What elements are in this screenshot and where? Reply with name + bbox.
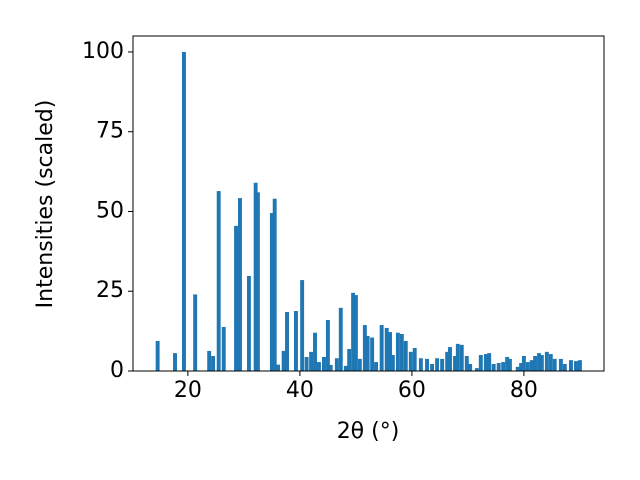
- y-tick-label: 75: [96, 119, 124, 144]
- bar: [193, 294, 198, 371]
- y-tick-label: 50: [96, 198, 124, 223]
- x-tick-label: 60: [398, 378, 426, 403]
- bar: [455, 343, 460, 371]
- bar: [558, 358, 563, 371]
- bar: [388, 332, 393, 371]
- bar: [390, 355, 395, 371]
- bar: [234, 225, 239, 371]
- bar: [399, 333, 404, 371]
- bar: [300, 280, 305, 371]
- bar: [351, 292, 356, 371]
- bar: [316, 362, 321, 371]
- bar: [246, 275, 251, 371]
- bar: [347, 348, 352, 371]
- bar: [487, 353, 492, 371]
- bar: [304, 356, 309, 371]
- bar: [272, 198, 277, 371]
- bar: [478, 355, 483, 371]
- bar: [238, 198, 242, 371]
- bar: [568, 360, 573, 371]
- bar: [338, 307, 343, 371]
- bar: [525, 362, 530, 371]
- x-axis-label: 2θ (°): [337, 419, 400, 444]
- bar: [294, 311, 298, 371]
- bar: [408, 351, 413, 371]
- bar: [501, 362, 506, 371]
- bar: [515, 366, 520, 371]
- bar: [483, 354, 488, 371]
- bar: [562, 363, 567, 371]
- bar: [548, 354, 553, 371]
- bar: [529, 360, 534, 371]
- bar: [440, 358, 445, 371]
- bar: [521, 356, 526, 371]
- bar: [464, 356, 469, 371]
- bar: [384, 327, 389, 371]
- bar: [474, 368, 479, 371]
- bar: [285, 311, 289, 371]
- bar: [574, 361, 578, 371]
- x-tick-label: 80: [510, 378, 538, 403]
- bar: [448, 347, 452, 371]
- bar: [328, 364, 333, 371]
- bar: [468, 363, 473, 371]
- bar: [221, 326, 226, 371]
- bar: [370, 337, 375, 371]
- bar: [544, 351, 549, 371]
- bar: [507, 358, 512, 371]
- bar: [207, 350, 212, 371]
- bar: [537, 353, 541, 371]
- bar: [343, 365, 348, 371]
- bar: [379, 325, 384, 371]
- bar: [445, 351, 450, 371]
- bar: [362, 325, 367, 371]
- bar: [281, 350, 286, 371]
- bar: [253, 182, 258, 371]
- bar: [395, 332, 400, 371]
- y-tick-label: 25: [96, 278, 124, 303]
- bar: [533, 356, 538, 371]
- bar: [211, 356, 216, 371]
- x-tick-label: 20: [174, 378, 202, 403]
- bar: [519, 363, 524, 371]
- bar: [577, 360, 582, 371]
- bar: [269, 213, 274, 371]
- bar: [276, 364, 281, 371]
- bar: [155, 341, 160, 371]
- y-axis-label: Intensities (scaled): [33, 100, 58, 309]
- bar: [255, 192, 260, 371]
- bar: [496, 363, 501, 371]
- bar: [322, 356, 326, 371]
- bar: [309, 351, 314, 371]
- bar: [216, 191, 221, 371]
- bar: [173, 353, 177, 371]
- bar: [552, 358, 557, 371]
- bar: [313, 332, 317, 371]
- bar: [435, 358, 440, 371]
- bar: [412, 348, 417, 371]
- bar: [353, 295, 358, 371]
- bar: [182, 51, 186, 371]
- bar: [418, 358, 423, 371]
- plot-frame: [132, 35, 605, 372]
- y-tick-label: 100: [82, 39, 124, 64]
- bar: [403, 341, 408, 371]
- bar: [453, 356, 457, 371]
- bar: [357, 358, 362, 371]
- bar: [459, 344, 464, 371]
- bar: [425, 358, 429, 371]
- bar: [334, 358, 339, 371]
- bar: [491, 363, 496, 371]
- y-tick-label: 0: [110, 358, 124, 383]
- bar: [374, 362, 379, 371]
- bar: [505, 356, 510, 371]
- bar: [365, 335, 370, 371]
- x-tick-label: 40: [286, 378, 314, 403]
- bar: [325, 319, 330, 371]
- bar: [430, 363, 435, 371]
- bar: [539, 355, 544, 371]
